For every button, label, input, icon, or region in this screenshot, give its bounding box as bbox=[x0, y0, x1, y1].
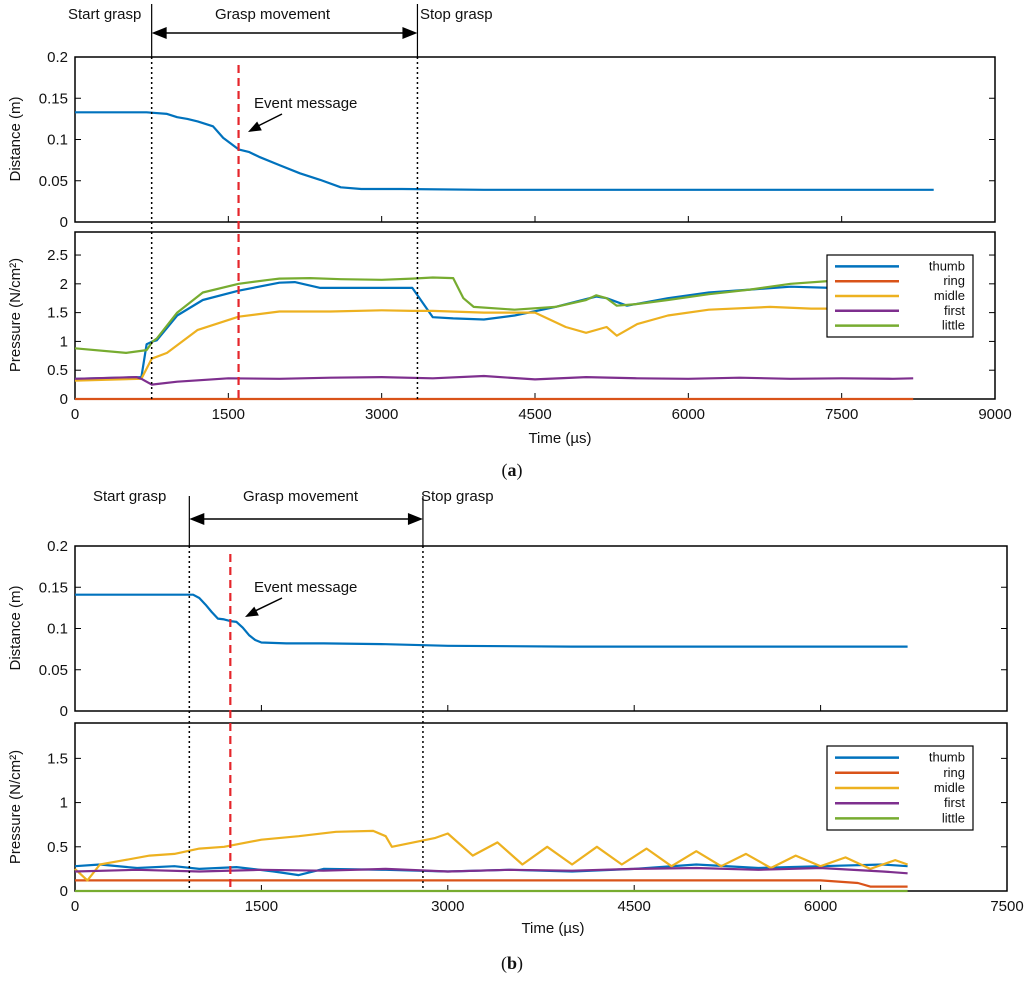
xtick-label: 0 bbox=[71, 898, 79, 915]
series-line-midle bbox=[74, 829, 908, 882]
start-grasp-label: Start grasp bbox=[68, 6, 141, 23]
arrowhead-left bbox=[189, 513, 205, 525]
ytick-label: 0 bbox=[60, 391, 68, 408]
grasp-movement-label: Grasp movement bbox=[243, 488, 359, 505]
pressure-plot-a: 0 0.5 1 1.5 2 2.5 0 1500 3000 4500 6000 7500 9000 thu… bbox=[47, 247, 1012, 423]
time-xlabel-b: Time (µs) bbox=[521, 920, 584, 937]
xtick-label: 1500 bbox=[212, 406, 245, 423]
ytick-label: 2.5 bbox=[47, 247, 68, 264]
panel-a: Start grasp Grasp movement Stop grasp Ev… bbox=[7, 4, 1012, 481]
stop-grasp-label: Stop grasp bbox=[421, 488, 494, 505]
ytick-label: 0 bbox=[60, 703, 68, 720]
distance-plot-a: 0 0.05 0.1 0.15 0.2 bbox=[39, 49, 996, 231]
xtick-label: 3000 bbox=[365, 406, 398, 423]
ytick-label: 1 bbox=[60, 795, 68, 812]
legend-entry: ring bbox=[943, 273, 965, 288]
xtick-label: 6000 bbox=[804, 898, 837, 915]
caption-a: (a) bbox=[502, 460, 523, 481]
caption-a-letter: a bbox=[508, 460, 517, 480]
ytick-label: 0 bbox=[60, 883, 68, 900]
event-arrowhead bbox=[245, 606, 259, 617]
distance-ylabel-a: Distance (m) bbox=[7, 96, 24, 181]
event-message-label: Event message bbox=[254, 95, 357, 112]
ytick-label: 1 bbox=[60, 333, 68, 350]
event-message-arrow bbox=[255, 113, 283, 128]
distance-axes-b bbox=[74, 545, 1008, 712]
ytick-label: 0.05 bbox=[39, 173, 68, 190]
ytick-label: 0.1 bbox=[47, 132, 68, 149]
legend-entry: midle bbox=[934, 288, 965, 303]
ytick-label: 0 bbox=[60, 214, 68, 231]
series-line-distance bbox=[75, 111, 934, 191]
ytick-label: 0.5 bbox=[47, 362, 68, 379]
legend-entry: thumb bbox=[929, 258, 965, 273]
ytick-label: 0.1 bbox=[47, 621, 68, 638]
ytick-label: 1.5 bbox=[47, 750, 68, 767]
caption-b: (b) bbox=[501, 953, 523, 974]
xtick-label: 7500 bbox=[990, 898, 1023, 915]
ytick-label: 0.15 bbox=[39, 579, 68, 596]
pressure-ylabel-a: Pressure (N/cm²) bbox=[7, 258, 24, 372]
event-markers-a bbox=[150, 4, 419, 399]
event-message-label: Event message bbox=[254, 579, 357, 596]
legend-entry: little bbox=[942, 318, 965, 333]
xtick-label: 7500 bbox=[825, 406, 858, 423]
grasp-movement-label: Grasp movement bbox=[215, 6, 331, 23]
event-message-arrow bbox=[252, 597, 283, 613]
arrowhead-left bbox=[151, 27, 167, 39]
event-arrowhead bbox=[248, 121, 262, 132]
distance-axes-a bbox=[74, 56, 996, 223]
xtick-label: 4500 bbox=[518, 406, 551, 423]
xtick-label: 4500 bbox=[618, 898, 651, 915]
ytick-label: 0.2 bbox=[47, 538, 68, 555]
xtick-label: 1500 bbox=[245, 898, 278, 915]
ytick-label: 0.5 bbox=[47, 839, 68, 856]
ytick-label: 0.05 bbox=[39, 662, 68, 679]
legend-entry: little bbox=[942, 810, 965, 825]
distance-ylabel-b: Distance (m) bbox=[7, 585, 24, 670]
event-markers-b bbox=[188, 496, 424, 891]
ytick-label: 0.15 bbox=[39, 90, 68, 107]
pressure-ylabel-b: Pressure (N/cm²) bbox=[7, 750, 24, 864]
legend-entry: midle bbox=[934, 780, 965, 795]
series-line-thumb bbox=[74, 281, 832, 380]
legend-entry: ring bbox=[943, 765, 965, 780]
arrowhead-right bbox=[402, 27, 418, 39]
caption-b-letter: b bbox=[507, 953, 517, 973]
legend-entry: first bbox=[944, 303, 965, 318]
ytick-label: 2 bbox=[60, 276, 68, 293]
series-line-first bbox=[74, 374, 914, 386]
series-line-little bbox=[74, 276, 832, 354]
arrowhead-right bbox=[407, 513, 423, 525]
pressure-plot-b: 0 0.5 1 1.5 0 1500 3000 4500 6000 7500 thumbringmi… bbox=[47, 745, 1024, 915]
stop-grasp-label: Stop grasp bbox=[420, 6, 493, 23]
legend-entry: thumb bbox=[929, 750, 965, 765]
start-grasp-label: Start grasp bbox=[93, 488, 166, 505]
ytick-label: 1.5 bbox=[47, 305, 68, 322]
distance-plot-b: 0 0.05 0.1 0.15 0.2 bbox=[39, 538, 1008, 720]
series-line-first bbox=[74, 866, 908, 875]
legend-entry: first bbox=[944, 795, 965, 810]
panel-b: Start grasp Grasp movement Stop grasp Ev… bbox=[7, 488, 1024, 974]
time-xlabel-a: Time (µs) bbox=[528, 430, 591, 447]
series-line-ring bbox=[75, 879, 908, 888]
xtick-label: 9000 bbox=[978, 406, 1011, 423]
ytick-label: 0.2 bbox=[47, 49, 68, 66]
xtick-label: 3000 bbox=[431, 898, 464, 915]
xtick-label: 6000 bbox=[672, 406, 705, 423]
series-line-midle bbox=[74, 305, 842, 382]
xtick-label: 0 bbox=[71, 406, 79, 423]
series-line-distance bbox=[75, 593, 908, 648]
